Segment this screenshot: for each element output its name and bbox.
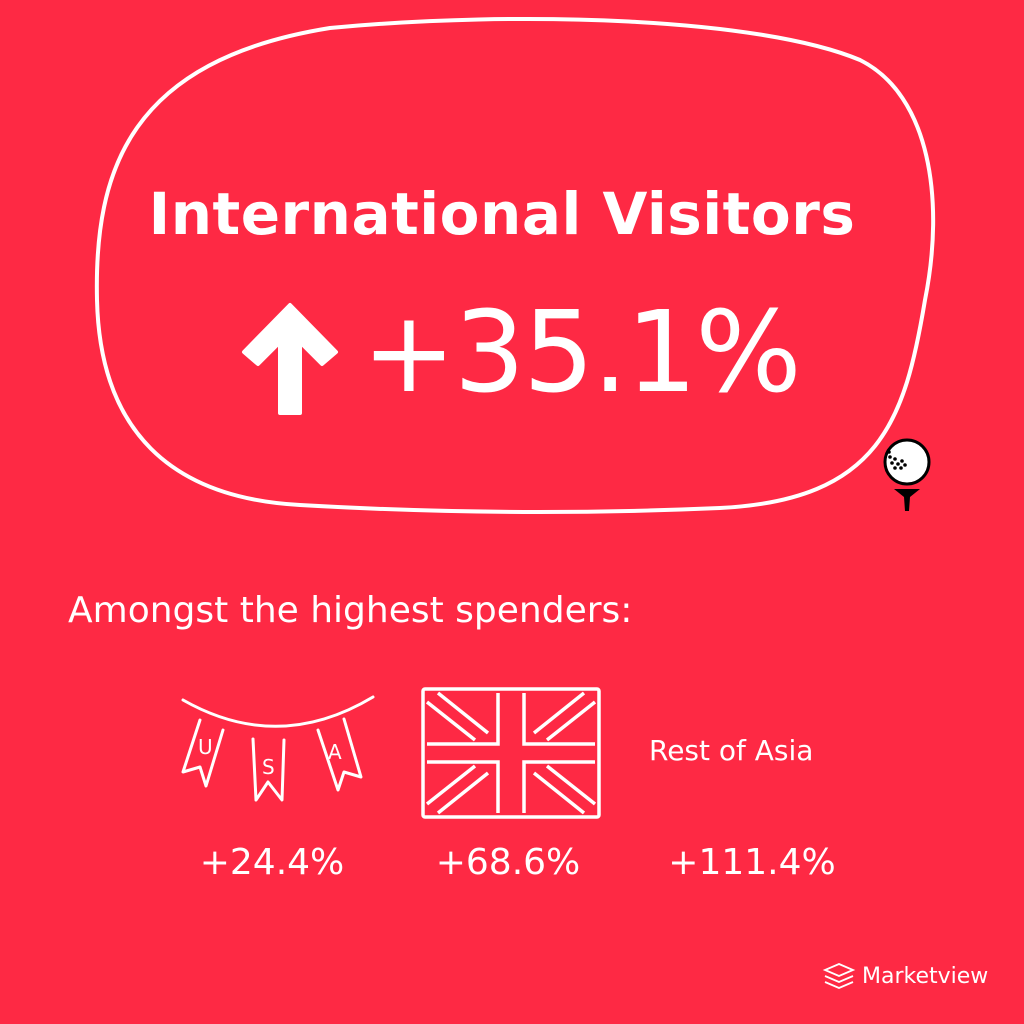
headline-value: +35.1% <box>362 288 802 418</box>
uk-value: +68.6% <box>435 842 581 883</box>
usa-value: +24.4% <box>199 842 345 883</box>
golf-ball-on-tee-icon <box>883 438 931 511</box>
usa-bunting-icon: USA <box>181 695 375 802</box>
brand-logo: Marketview <box>822 962 988 990</box>
headline-frame <box>94 16 936 514</box>
uk-flag-icon <box>421 687 601 819</box>
subtitle: Amongst the highest spenders: <box>68 590 633 631</box>
rest-of-asia-label: Rest of Asia <box>649 734 814 767</box>
brand-name: Marketview <box>862 963 989 989</box>
headline-title: International Visitors <box>148 180 856 248</box>
layers-logo-icon <box>822 963 856 989</box>
rest-of-asia-value: +111.4% <box>668 842 836 883</box>
arrow-up-icon <box>242 303 338 415</box>
